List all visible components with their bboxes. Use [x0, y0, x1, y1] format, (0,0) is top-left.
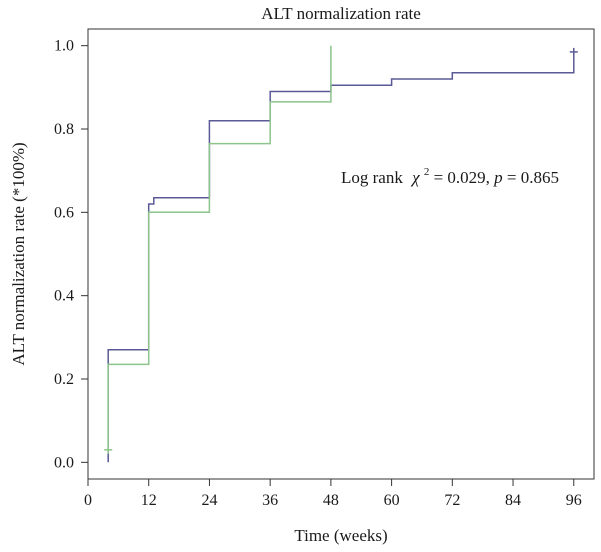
p-value: = 0.865	[507, 168, 559, 187]
plot-frame	[87, 28, 595, 480]
series-layer	[104, 45, 578, 463]
y-tick-label: 0.8	[54, 121, 74, 138]
x-tick-label: 96	[566, 492, 582, 509]
x-axis-title: Time (weeks)	[294, 526, 387, 545]
axis-ticks: 0 12 24 36 48 60 72 84 96 0.0 0.2 0.4 0.6 0.8 1.0	[54, 38, 582, 509]
y-tick-label: 0.0	[54, 454, 74, 471]
x-tick-label: 12	[141, 492, 157, 509]
x-tick-label: 60	[384, 492, 400, 509]
series-1-line	[107, 51, 575, 463]
chi-symbol: χ	[410, 168, 420, 187]
series-2-line	[107, 45, 332, 450]
chi-value: = 0.029,	[434, 168, 495, 187]
log-rank-annotation: Log rank χ 2 = 0.029, p = 0.865	[341, 160, 559, 187]
x-tick-label: 36	[262, 492, 278, 509]
p-symbol: p	[493, 168, 503, 187]
y-axis-title: ALT normalization rate (*100%)	[9, 142, 28, 365]
y-tick-label: 0.4	[54, 288, 74, 305]
x-tick-label: 84	[505, 492, 521, 509]
x-tick-label: 72	[444, 492, 460, 509]
x-tick-label: 48	[323, 492, 339, 509]
chi-superscript: 2	[424, 166, 430, 178]
x-tick-label: 24	[201, 492, 217, 509]
y-tick-label: 1.0	[54, 38, 74, 55]
y-tick-label: 0.6	[54, 204, 74, 221]
x-tick-label: 0	[84, 492, 92, 509]
annotation-prefix: Log rank	[341, 168, 403, 187]
y-tick-label: 0.2	[54, 371, 74, 388]
chart-title: ALT normalization rate	[261, 4, 421, 23]
